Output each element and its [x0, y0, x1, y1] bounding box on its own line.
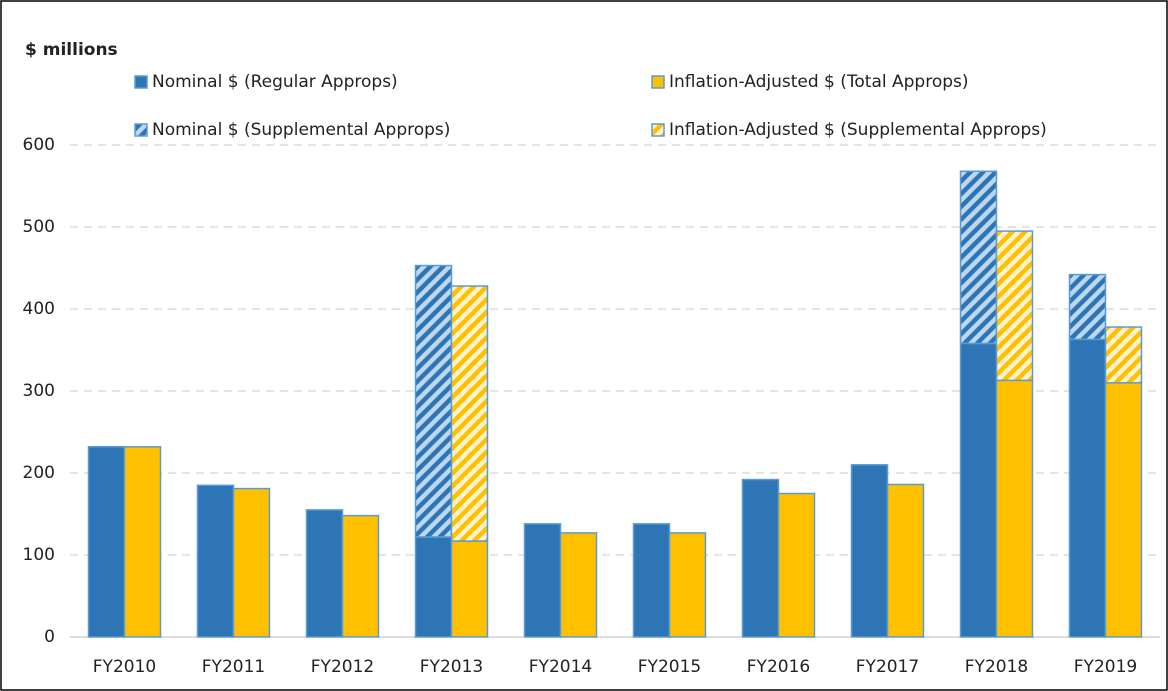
y-tick-label: 200 [23, 463, 55, 483]
legend-label: Inflation-Adjusted $ (Total Approps) [669, 72, 969, 92]
x-tick-label: FY2016 [747, 657, 810, 677]
bar [305, 509, 344, 638]
bar [123, 446, 162, 638]
bar [850, 464, 889, 638]
bar [450, 540, 489, 638]
bar [559, 532, 598, 638]
bar [959, 342, 998, 638]
chart-title: $ millions [25, 40, 118, 60]
legend-swatch [651, 123, 665, 137]
bar [741, 478, 780, 638]
legend-swatch [134, 123, 148, 137]
y-tick-label: 100 [23, 545, 55, 565]
legend-label: Nominal $ (Supplemental Approps) [152, 120, 450, 140]
bar [232, 487, 271, 638]
bar [1068, 273, 1107, 341]
x-tick-label: FY2019 [1074, 657, 1137, 677]
y-tick-label: 500 [23, 217, 55, 237]
bar [1104, 382, 1143, 638]
y-tick-label: 400 [23, 299, 55, 319]
x-tick-label: FY2018 [965, 657, 1028, 677]
bar [632, 523, 671, 638]
bar [995, 230, 1034, 382]
x-tick-label: FY2017 [856, 657, 919, 677]
x-tick-label: FY2015 [638, 657, 701, 677]
legend-swatch [651, 75, 665, 89]
bar [1104, 326, 1143, 384]
bar [1068, 338, 1107, 638]
bar [995, 379, 1034, 638]
legend-swatch [134, 75, 148, 89]
x-tick-label: FY2010 [93, 657, 156, 677]
bar [87, 446, 126, 638]
bar [886, 483, 925, 638]
bar [414, 536, 453, 638]
bar [959, 170, 998, 345]
x-tick-label: FY2012 [311, 657, 374, 677]
legend-label: Nominal $ (Regular Approps) [152, 72, 398, 92]
x-tick-label: FY2011 [202, 657, 265, 677]
y-tick-label: 600 [23, 135, 55, 155]
bar [196, 484, 235, 638]
x-tick-label: FY2014 [529, 657, 592, 677]
bar [414, 264, 453, 538]
bar [777, 492, 816, 638]
bar [450, 285, 489, 542]
legend-label: Inflation-Adjusted $ (Supplemental Appro… [669, 120, 1047, 140]
bar [523, 523, 562, 638]
x-tick-label: FY2013 [420, 657, 483, 677]
bar [341, 514, 380, 638]
y-tick-label: 0 [44, 627, 55, 647]
bar [668, 532, 707, 638]
y-tick-label: 300 [23, 381, 55, 401]
